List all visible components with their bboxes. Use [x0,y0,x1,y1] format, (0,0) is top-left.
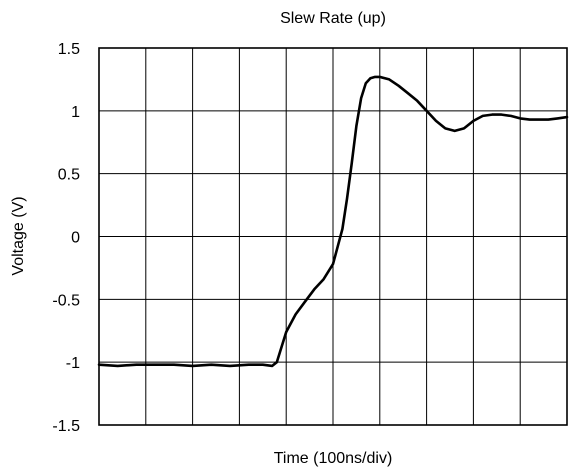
y-tick-label: -1 [66,355,80,372]
y-tick-label: -0.5 [52,292,80,309]
plot-area [98,47,568,426]
y-tick-label: -1.5 [52,418,80,435]
y-tick-labels: -1.5 -1 -0.5 0 0.5 1 1.5 [52,41,80,435]
y-tick-label: 0 [71,230,80,247]
y-axis-label: Voltage (V) [10,196,27,275]
chart-title: Slew Rate (up) [280,10,386,27]
y-tick-label: 0.5 [58,167,80,184]
x-axis-label: Time (100ns/div) [274,450,393,467]
grid-lines [99,48,567,425]
y-tick-label: 1.5 [58,41,80,58]
series-line [97,75,569,368]
y-tick-label: 1 [71,104,80,121]
